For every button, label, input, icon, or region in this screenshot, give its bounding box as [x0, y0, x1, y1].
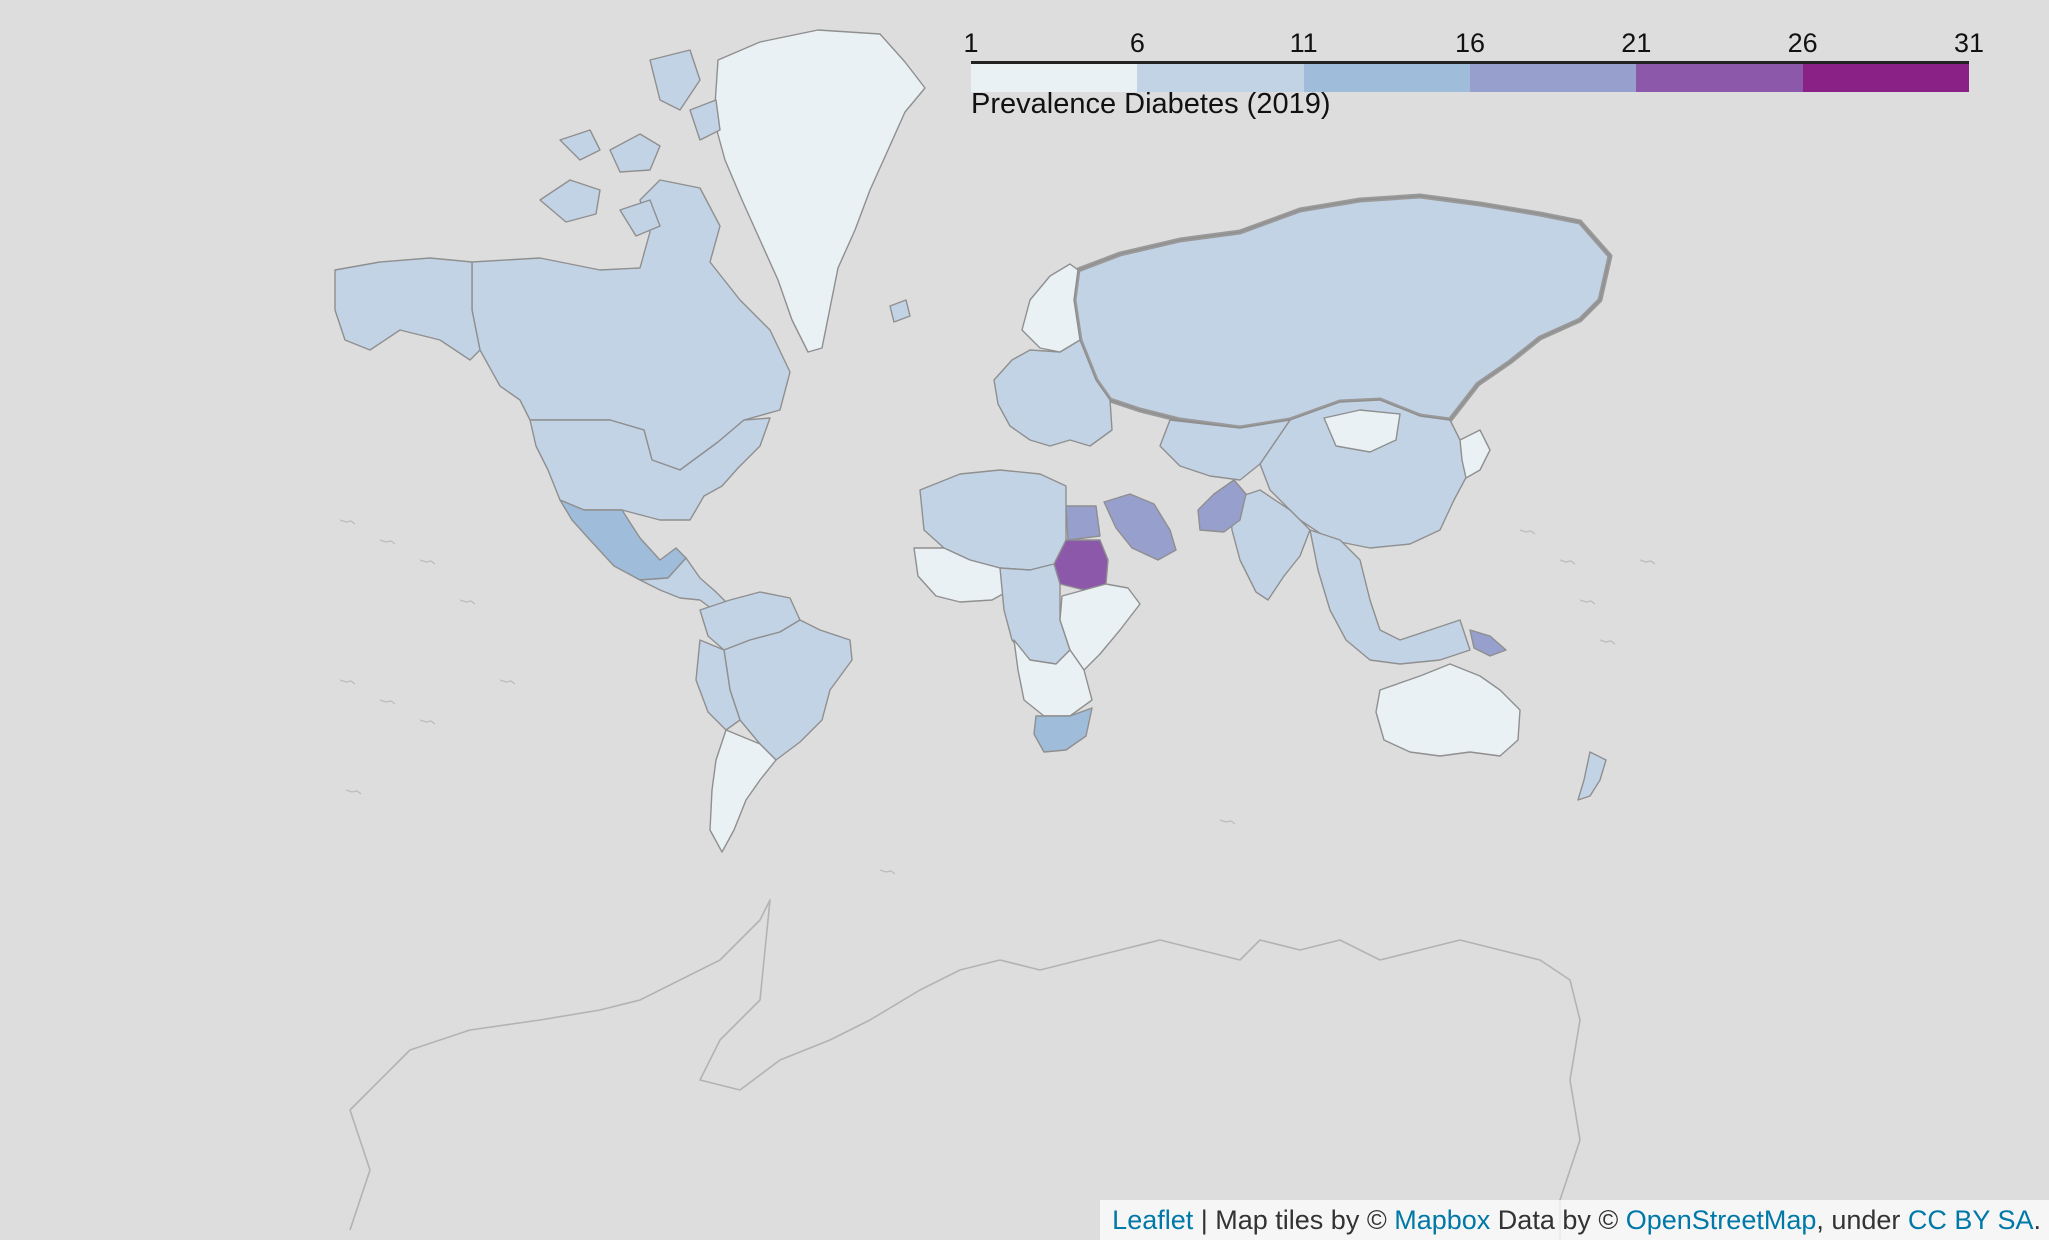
country-russia[interactable]	[1071, 193, 1613, 431]
country-china[interactable]	[1259, 399, 1471, 549]
arctic-island[interactable]	[539, 179, 601, 223]
country-alaska[interactable]	[334, 257, 481, 361]
country-argentina-chile[interactable]	[709, 729, 777, 853]
legend-tick-label: 21	[1621, 28, 1652, 58]
island-outline	[419, 559, 436, 565]
leaflet-link[interactable]: Leaflet	[1112, 1205, 1194, 1235]
island-outline	[1559, 559, 1576, 565]
island-outline	[459, 599, 476, 605]
legend-title: Prevalence Diabetes (2019)	[971, 88, 1331, 120]
license-link[interactable]: CC BY SA	[1907, 1205, 2034, 1235]
island-outline	[1599, 639, 1616, 645]
country-india[interactable]	[1229, 489, 1311, 601]
legend-color-step	[971, 64, 1138, 92]
legend-color-step	[1469, 64, 1637, 92]
island-outline	[379, 539, 396, 545]
island-outline	[1579, 599, 1596, 605]
antarctica-outline	[349, 899, 1581, 1240]
country-west-africa[interactable]	[913, 547, 1011, 603]
island-outline	[1639, 559, 1656, 565]
legend-tick-label: 1	[963, 28, 979, 58]
legend-color-step	[1137, 64, 1304, 92]
attribution-text: , under	[1816, 1205, 1908, 1235]
country-egypt[interactable]	[1065, 505, 1101, 541]
country-border	[1073, 195, 1611, 429]
legend-color-step	[1303, 64, 1470, 92]
country-scandinavia[interactable]	[1021, 263, 1081, 353]
arctic-island[interactable]	[609, 133, 661, 173]
island-outline	[339, 679, 356, 685]
attribution: Leaflet | Map tiles by © Mapbox Data by …	[1100, 1200, 2049, 1240]
island-outline	[339, 519, 356, 525]
country-south-africa[interactable]	[1033, 707, 1093, 753]
legend-ticks: 1 6 11 16 21 26 31	[963, 28, 1984, 58]
openstreetmap-link[interactable]: OpenStreetMap	[1625, 1205, 1817, 1235]
island-outline	[379, 699, 396, 705]
country-east-africa[interactable]	[1059, 583, 1141, 671]
legend-color-bar	[971, 61, 1969, 92]
island-outline	[879, 869, 896, 875]
country-papua-new-guinea[interactable]	[1469, 629, 1507, 657]
arctic-island[interactable]	[889, 299, 911, 323]
legend-tick-label: 16	[1454, 28, 1486, 58]
country-brazil[interactable]	[723, 619, 853, 761]
legend-tick-label: 26	[1787, 28, 1818, 58]
island-outline	[419, 719, 436, 725]
country-southeast-asia[interactable]	[1309, 529, 1471, 665]
country-australia[interactable]	[1375, 663, 1521, 757]
country-saudi-arabia[interactable]	[1103, 493, 1177, 561]
country-southern-africa[interactable]	[1013, 639, 1093, 717]
country-mongolia[interactable]	[1323, 409, 1401, 453]
island-outline	[1219, 819, 1236, 825]
island-outline	[1519, 529, 1536, 535]
country-new-zealand[interactable]	[1577, 751, 1607, 801]
mapbox-link[interactable]: Mapbox	[1394, 1205, 1491, 1235]
country-japan-korea[interactable]	[1459, 429, 1491, 479]
arctic-island[interactable]	[619, 199, 661, 237]
island-outline	[345, 789, 362, 795]
legend-color-step	[1802, 64, 1969, 92]
arctic-island[interactable]	[559, 129, 601, 161]
legend-tick-label: 6	[1129, 28, 1145, 58]
arctic-island[interactable]	[689, 99, 721, 141]
country-europe[interactable]	[993, 339, 1113, 447]
legend: 1 6 11 16 21 26 31 Prevalence Diabetes (2019)	[963, 28, 1984, 128]
country-pakistan[interactable]	[1197, 479, 1247, 533]
country-greenland[interactable]	[713, 29, 926, 353]
attribution-text: | Map tiles by ©	[1193, 1205, 1395, 1235]
country-peru-bolivia[interactable]	[695, 639, 741, 731]
attribution-text: .	[2033, 1205, 2041, 1235]
attribution-text: Data by ©	[1490, 1205, 1626, 1235]
island-outline	[499, 679, 516, 685]
legend-color-step	[1636, 64, 1803, 92]
legend-tick-label: 11	[1289, 28, 1318, 58]
arctic-island[interactable]	[649, 49, 701, 111]
country-central-asia[interactable]	[1159, 419, 1291, 481]
legend-tick-label: 31	[1953, 28, 1985, 58]
